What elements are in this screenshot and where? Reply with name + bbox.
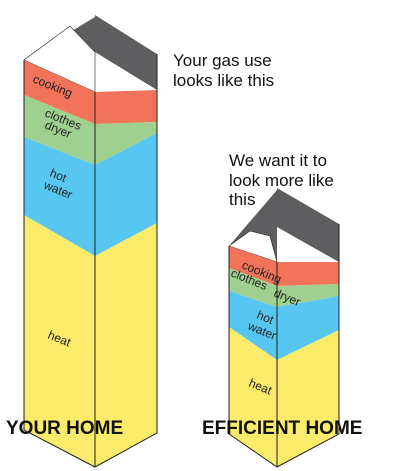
efficient-home-band-heat bbox=[229, 327, 277, 467]
efficient-home-label: EFFICIENT HOME bbox=[202, 418, 362, 439]
efficient-home-caption-line3: this bbox=[229, 190, 255, 209]
efficient-home-roof-light bbox=[228, 230, 278, 263]
efficient-home-band-clothes-dryer bbox=[229, 268, 277, 307]
your-home-band-heat-right bbox=[95, 223, 157, 467]
efficient-home-band-hot-water bbox=[229, 291, 277, 360]
efficient-home-caption-line1: We want it to bbox=[229, 151, 327, 170]
efficient-home-band-hot-water-right bbox=[277, 296, 339, 360]
your-home-band-hot-water-right bbox=[95, 133, 157, 256]
your-home-roof-dark bbox=[95, 15, 157, 90]
your-home-band-clothes-dryer-right bbox=[95, 122, 157, 165]
efficient-home-band-cooking bbox=[229, 246, 277, 286]
your-home-caption-line2: looks like this bbox=[173, 71, 274, 90]
efficient-home-caption-line2: look more like bbox=[229, 171, 334, 190]
your-home-label: YOUR HOME bbox=[6, 418, 123, 439]
your-home-band-heat bbox=[24, 215, 95, 467]
your-home-caption-line1: Your gas use bbox=[173, 51, 272, 70]
your-home-band-cooking bbox=[24, 60, 95, 124]
efficient-home-band-clothes-dryer-right bbox=[277, 284, 339, 307]
your-home-band-cooking-right bbox=[95, 90, 157, 124]
efficient-home-band-cooking-right bbox=[277, 262, 339, 286]
your-home-band-clothes-dryer bbox=[24, 95, 95, 165]
efficient-home-label-hot: hot bbox=[255, 308, 276, 327]
efficient-home-house: cooking clothes dryer hot water heat bbox=[228, 188, 340, 468]
your-home-band-hot-water bbox=[24, 137, 95, 256]
your-home-label-hot: hot bbox=[48, 166, 69, 185]
efficient-home-band-heat-right bbox=[277, 330, 339, 467]
your-home-house: cooking clothes dryer hot water heat bbox=[23, 15, 158, 468]
efficient-home-roof-dark bbox=[277, 188, 339, 262]
